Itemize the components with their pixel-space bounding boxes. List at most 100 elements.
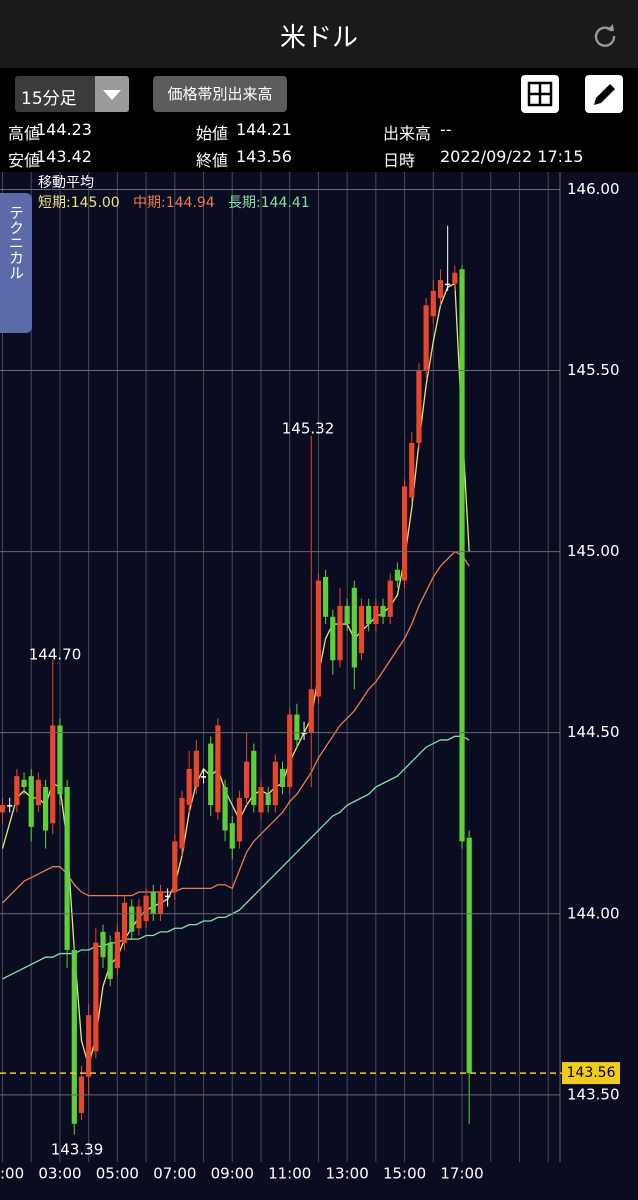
candle-body [200, 776, 207, 778]
candle-body [21, 779, 27, 788]
candle-body [351, 587, 357, 668]
header-bar: 米ドル [0, 0, 638, 68]
candle-body [401, 486, 408, 581]
refresh-button[interactable] [592, 22, 618, 48]
candle-body [208, 743, 214, 806]
info-label: 安値 [8, 151, 41, 170]
candle-body [7, 805, 13, 807]
technical-tab[interactable]: テクニカル [0, 193, 32, 333]
extreme-label: 144.70 [29, 646, 82, 664]
candle-body [28, 776, 34, 827]
x-tick-label: 01:00 [0, 1165, 24, 1183]
info-label: 日時 [383, 151, 416, 170]
page-title: 米ドル [279, 23, 358, 53]
candle-body [423, 305, 429, 371]
candle-body [430, 290, 436, 317]
info-label: 高値 [8, 124, 41, 143]
candle-body [143, 895, 149, 921]
candle-body [437, 280, 444, 299]
info-label: 始値 [196, 124, 229, 143]
candle-body [466, 837, 472, 1074]
candle-body [330, 616, 336, 661]
volume-button[interactable]: 価格帯別出来高 [153, 76, 287, 112]
extreme-label: 145.32 [282, 420, 335, 438]
info-value: 144.23 [36, 120, 92, 139]
current-price-tag [562, 1062, 620, 1085]
candle-body [366, 605, 372, 625]
candle-body [193, 750, 199, 788]
candle-body [387, 580, 393, 617]
candle-body [222, 787, 228, 831]
y-tick-label: 145.00 [567, 542, 620, 560]
info-value: 143.56 [236, 147, 292, 166]
technical-tab-label: テクニカル [7, 205, 25, 280]
info-value: 144.21 [236, 120, 292, 139]
x-tick-label: 05:00 [96, 1165, 139, 1183]
candle-body [445, 283, 451, 286]
candle-body [14, 776, 20, 806]
x-tick-label: 03:00 [38, 1165, 81, 1183]
candle-body [107, 942, 113, 979]
candle-body [86, 1015, 92, 1077]
legend-entry: 長期:144.41 [228, 195, 310, 211]
candle-body [380, 605, 386, 617]
candle-body [64, 787, 70, 950]
candle-body [121, 902, 128, 943]
candle-body [315, 580, 322, 697]
candle-body [136, 906, 142, 929]
candle-body [301, 732, 307, 735]
candle-body [251, 750, 257, 806]
legend-entry: 短期:145.00 [38, 195, 120, 211]
interval-dropdown[interactable]: 15分足 [15, 76, 129, 112]
info-value: -- [440, 120, 452, 139]
candle-body [71, 949, 77, 1124]
candle-body [129, 906, 135, 932]
layout-button[interactable] [520, 74, 560, 114]
info-label: 終値 [196, 151, 229, 170]
candle-body [244, 761, 250, 798]
candle-body [0, 805, 6, 813]
candle-body [93, 942, 99, 1052]
candle-body [35, 779, 41, 806]
info-label: 出来高 [383, 124, 432, 143]
candle-body [265, 794, 271, 806]
candle-body [172, 841, 178, 893]
candle-body [236, 797, 243, 842]
candle-body [409, 442, 415, 498]
candle-body [358, 605, 365, 654]
legend-entry: 中期:144.94 [133, 195, 215, 211]
extreme-label: 143.39 [51, 1141, 104, 1159]
candle-body [323, 576, 329, 617]
candle-body [186, 768, 192, 806]
candle-body [459, 269, 465, 842]
candle-body [258, 787, 264, 813]
candle-body [416, 370, 422, 443]
candle-body [57, 725, 63, 795]
x-tick-label: 09:00 [211, 1165, 254, 1183]
candle-body [294, 714, 300, 740]
x-tick-label: 07:00 [153, 1165, 196, 1183]
moving-average-line [2, 550, 470, 904]
y-tick-label: 144.50 [567, 723, 620, 741]
interval-label: 15分足 [21, 89, 77, 109]
current-price-label: 143.56 [567, 1065, 616, 1081]
candle-body [229, 823, 235, 849]
candle-body [337, 605, 343, 661]
x-tick-label: 13:00 [326, 1165, 369, 1183]
candle-body [452, 272, 458, 284]
x-tick-label: 15:00 [383, 1165, 426, 1183]
candle-body [179, 797, 185, 849]
candle-body [287, 714, 293, 788]
info-value: 143.42 [36, 147, 92, 166]
x-tick-label: 11:00 [268, 1165, 311, 1183]
candle-body [215, 725, 221, 813]
candle-body [157, 892, 164, 914]
plot-area [0, 172, 549, 1162]
candle-body [394, 569, 400, 581]
y-tick-label: 145.50 [567, 361, 620, 379]
x-tick-label: 17:00 [440, 1165, 483, 1183]
draw-button[interactable] [584, 74, 624, 114]
candle-body [50, 725, 56, 824]
candle-body [150, 892, 156, 914]
